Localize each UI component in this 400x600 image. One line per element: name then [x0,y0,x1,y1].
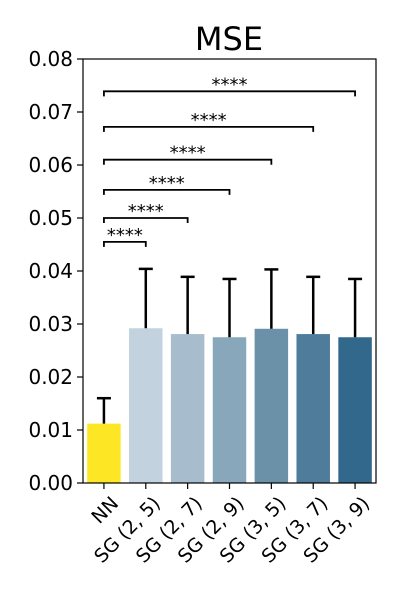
significance-label-3: **** [170,143,206,164]
bar-4 [254,328,289,483]
bar-0 [87,423,121,483]
bar-5 [296,334,330,483]
y-tick-label-0: 0.00 [28,471,73,495]
significance-bracket-3 [103,158,273,165]
significance-label-1: **** [128,201,164,222]
significance-bracket-2 [103,189,231,195]
bar-6 [338,337,372,483]
y-tick-label-4: 0.04 [28,259,73,283]
bar-3 [212,337,247,483]
significance-bracket-1 [103,217,189,223]
chart-title: MSE [195,20,263,58]
significance-bracket-0 [103,240,147,247]
significance-bracket-5 [103,90,356,97]
significance-label-4: **** [191,110,227,131]
y-tick-label-3: 0.03 [28,312,73,336]
y-tick-label-5: 0.05 [28,206,73,230]
y-tick-label-7: 0.07 [28,100,73,124]
significance-label-5: **** [212,74,248,95]
y-tick-label-6: 0.06 [28,153,73,177]
y-tick-label-2: 0.02 [28,365,73,389]
significance-label-2: **** [149,173,185,194]
y-tick-label-1: 0.01 [28,418,73,442]
bar-2 [170,334,205,483]
bar-1 [129,328,163,483]
significance-label-0: **** [107,225,143,246]
significance-bracket-4 [103,125,315,132]
y-tick-label-8: 0.08 [28,47,73,71]
plot-area: 0.000.010.020.030.040.050.060.070.08NNSG… [28,47,377,567]
